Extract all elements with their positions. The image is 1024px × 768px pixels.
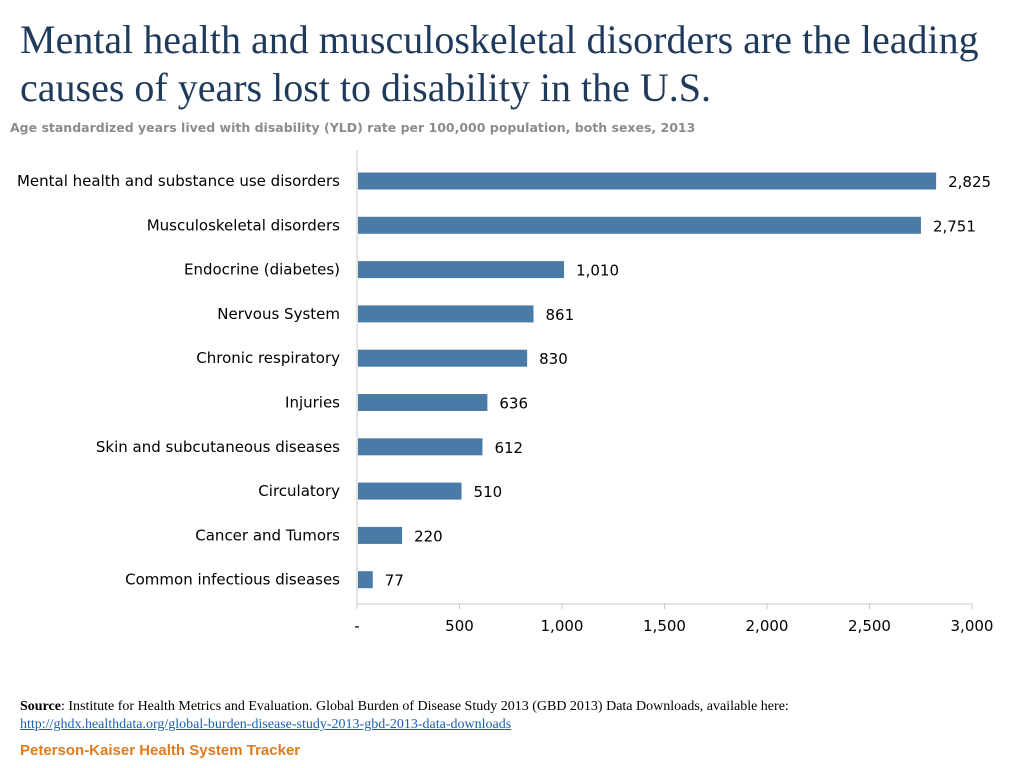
bar bbox=[358, 305, 534, 323]
bar bbox=[358, 571, 373, 589]
bar bbox=[358, 172, 937, 190]
x-tick-label: 2,000 bbox=[746, 617, 789, 635]
x-tick-label: 1,500 bbox=[643, 617, 686, 635]
chart-title: Mental health and musculoskeletal disord… bbox=[20, 17, 979, 110]
category-label: Chronic respiratory bbox=[196, 349, 340, 367]
value-label: 861 bbox=[546, 306, 575, 324]
bar bbox=[358, 261, 565, 279]
x-tick-label: - bbox=[354, 617, 359, 635]
category-label: Endocrine (diabetes) bbox=[184, 261, 340, 279]
value-label: 612 bbox=[494, 439, 523, 457]
category-label: Circulatory bbox=[258, 482, 340, 500]
bars-layer: Mental health and substance use disorder… bbox=[17, 172, 991, 590]
x-tick-label: 3,000 bbox=[951, 617, 994, 635]
x-tick-label: 500 bbox=[445, 617, 474, 635]
value-label: 830 bbox=[539, 350, 568, 368]
value-label: 2,825 bbox=[948, 173, 991, 191]
bar-chart: Mental health and substance use disorder… bbox=[17, 150, 993, 635]
value-label: 220 bbox=[414, 527, 443, 545]
category-label: Musculoskeletal disorders bbox=[147, 216, 340, 234]
value-label: 1,010 bbox=[576, 262, 619, 280]
bar bbox=[358, 438, 483, 456]
bar bbox=[358, 526, 403, 544]
brand-footer: Peterson-Kaiser Health System Tracker bbox=[20, 742, 301, 759]
source-note: Source: Institute for Health Metrics and… bbox=[20, 698, 1010, 734]
value-label: 77 bbox=[385, 572, 404, 590]
category-label: Nervous System bbox=[217, 305, 340, 323]
x-tick-label: 2,500 bbox=[848, 617, 891, 635]
bar bbox=[358, 216, 921, 234]
value-label: 510 bbox=[474, 483, 503, 501]
category-label: Common infectious diseases bbox=[125, 571, 340, 589]
bar bbox=[358, 349, 528, 367]
bar bbox=[358, 394, 488, 411]
category-label: Injuries bbox=[285, 394, 340, 412]
value-label: 636 bbox=[499, 395, 528, 413]
value-label: 2,751 bbox=[933, 217, 976, 235]
category-label: Skin and subcutaneous diseases bbox=[96, 438, 340, 456]
category-label: Mental health and substance use disorder… bbox=[17, 172, 340, 190]
x-tick-label: 1,000 bbox=[541, 617, 584, 635]
bar bbox=[358, 482, 462, 500]
source-label: Source bbox=[20, 699, 61, 714]
x-axis: - 500 1,000 1,500 2,000 2,500 3,000 bbox=[354, 150, 993, 635]
source-link[interactable]: http://ghdx.healthdata.org/global-burden… bbox=[20, 717, 512, 732]
source-text: : Institute for Health Metrics and Evalu… bbox=[60, 699, 789, 714]
category-label: Cancer and Tumors bbox=[195, 526, 340, 544]
chart-subtitle: Age standardized years lived with disabi… bbox=[10, 120, 696, 135]
